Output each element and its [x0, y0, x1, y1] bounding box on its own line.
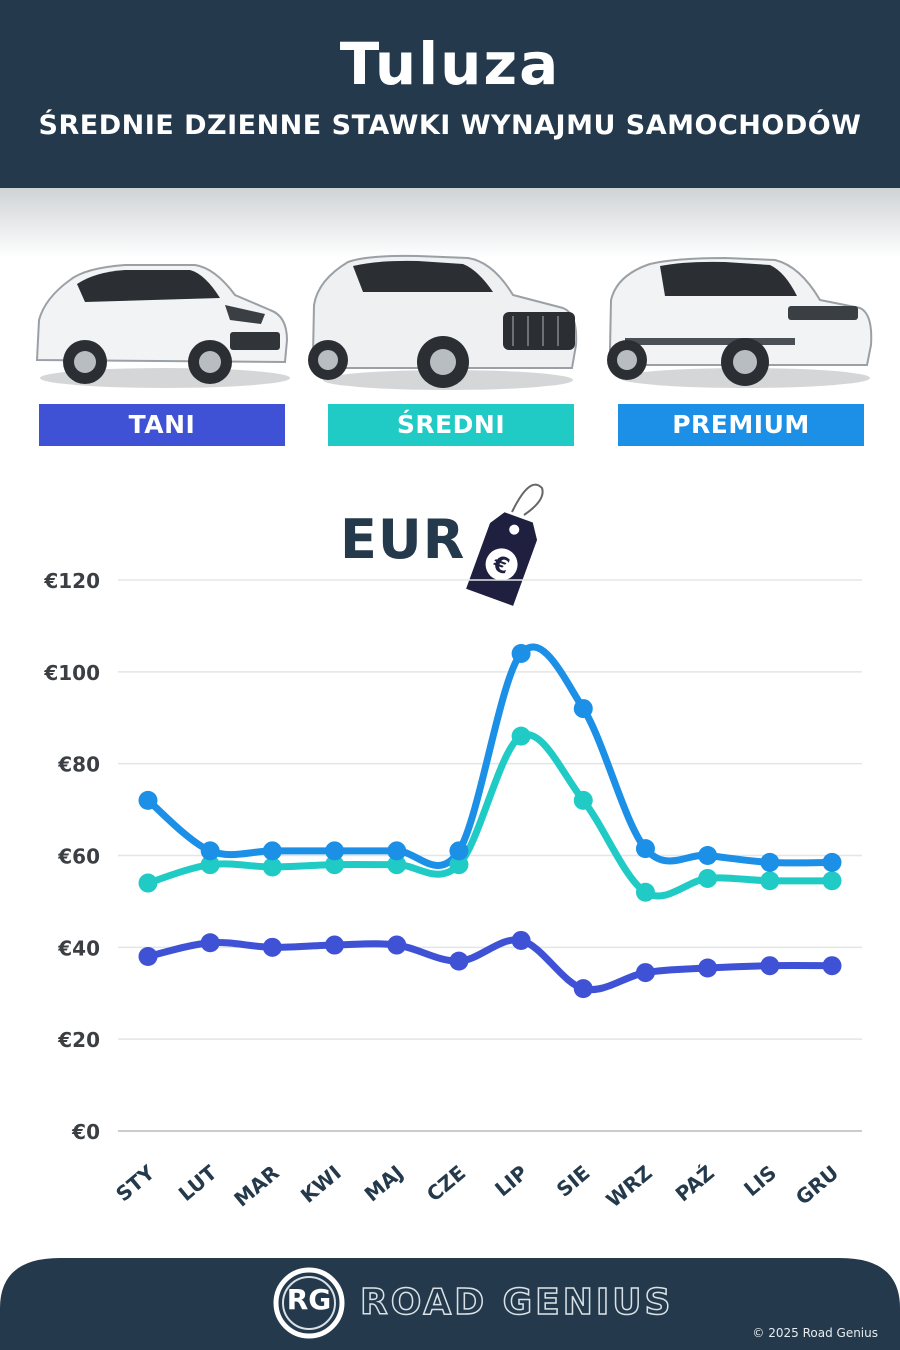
- line-chart: €0 €20 €40 €60 €80 €100 €120 STY LUT MAR KWI MAJ CZ…: [43, 569, 862, 1212]
- y-tick-label: €20: [57, 1028, 100, 1052]
- data-point: [635, 882, 655, 902]
- data-point: [698, 868, 718, 888]
- euro-price-tag-icon: €: [466, 483, 544, 606]
- footer: [0, 1258, 900, 1350]
- y-tick-label: €40: [57, 936, 100, 960]
- data-point: [200, 841, 220, 861]
- luxury-suv-car-icon: [607, 256, 873, 388]
- header-shadow: [0, 188, 900, 258]
- data-point: [573, 790, 593, 810]
- y-tick-label: €120: [43, 569, 100, 593]
- data-point: [822, 871, 842, 891]
- data-point: [760, 871, 780, 891]
- data-point: [325, 855, 345, 875]
- data-point: [511, 643, 531, 663]
- data-point: [449, 951, 469, 971]
- data-point: [822, 956, 842, 976]
- svg-text:€: €: [489, 551, 513, 580]
- x-tick-label: LIS: [739, 1160, 781, 1201]
- x-tick-label: GRU: [791, 1160, 843, 1209]
- data-point: [698, 846, 718, 865]
- data-point: [449, 841, 469, 861]
- category-label-tani: TANI: [39, 404, 285, 446]
- x-tick-label: KWI: [296, 1160, 346, 1207]
- brand-name: ROAD GENIUS: [359, 1281, 674, 1324]
- y-tick-label: €100: [43, 661, 100, 685]
- x-tick-label: MAJ: [360, 1160, 408, 1206]
- data-point: [511, 930, 531, 950]
- y-tick-label: €60: [57, 845, 100, 869]
- data-point: [698, 958, 718, 978]
- category-label-premium: PREMIUM: [618, 404, 864, 446]
- data-point: [573, 699, 593, 719]
- series-line: [144, 643, 836, 869]
- x-tick-label: LUT: [174, 1160, 222, 1206]
- x-tick-label: CZE: [422, 1160, 470, 1206]
- data-point: [138, 947, 158, 967]
- page-title: Tuluza: [339, 30, 561, 98]
- x-tick-label: WRZ: [601, 1160, 656, 1212]
- copyright: © 2025 Road Genius: [752, 1326, 878, 1340]
- data-point: [387, 855, 407, 875]
- header: Tuluza ŚREDNIE DZIENNE STAWKI WYNAJMU SA…: [0, 0, 900, 188]
- data-point: [262, 857, 282, 877]
- x-tick-label: STY: [111, 1160, 159, 1206]
- data-point: [262, 841, 282, 861]
- data-point: [760, 852, 780, 872]
- data-point: [573, 979, 593, 999]
- data-point: [262, 937, 282, 957]
- x-tick-label: PAŹ: [671, 1160, 719, 1206]
- page-subtitle: ŚREDNIE DZIENNE STAWKI WYNAJMU SAMOCHODÓ…: [38, 110, 862, 141]
- data-point: [760, 956, 780, 976]
- suv-car-icon: [308, 254, 578, 390]
- data-point: [822, 852, 842, 872]
- data-point: [449, 855, 469, 875]
- data-point: [138, 790, 158, 810]
- y-tick-label: €0: [71, 1120, 100, 1144]
- category-label-sredni: ŚREDNI: [328, 404, 574, 446]
- data-point: [387, 841, 407, 861]
- x-tick-label: MAR: [229, 1160, 283, 1211]
- currency-label: EUR: [340, 508, 466, 571]
- data-point: [200, 855, 220, 875]
- data-point: [325, 841, 345, 861]
- data-point: [511, 726, 531, 746]
- x-tick-label: SIE: [552, 1160, 595, 1201]
- data-point: [325, 935, 345, 955]
- data-point: [200, 933, 220, 953]
- logo-mark: RG: [286, 1283, 332, 1316]
- data-point: [635, 963, 655, 983]
- x-tick-label: LIP: [490, 1160, 532, 1201]
- data-point: [387, 935, 407, 955]
- data-point: [138, 873, 158, 893]
- y-tick-label: €80: [57, 753, 100, 777]
- hatchback-car-icon: [35, 264, 290, 388]
- data-point: [635, 839, 655, 859]
